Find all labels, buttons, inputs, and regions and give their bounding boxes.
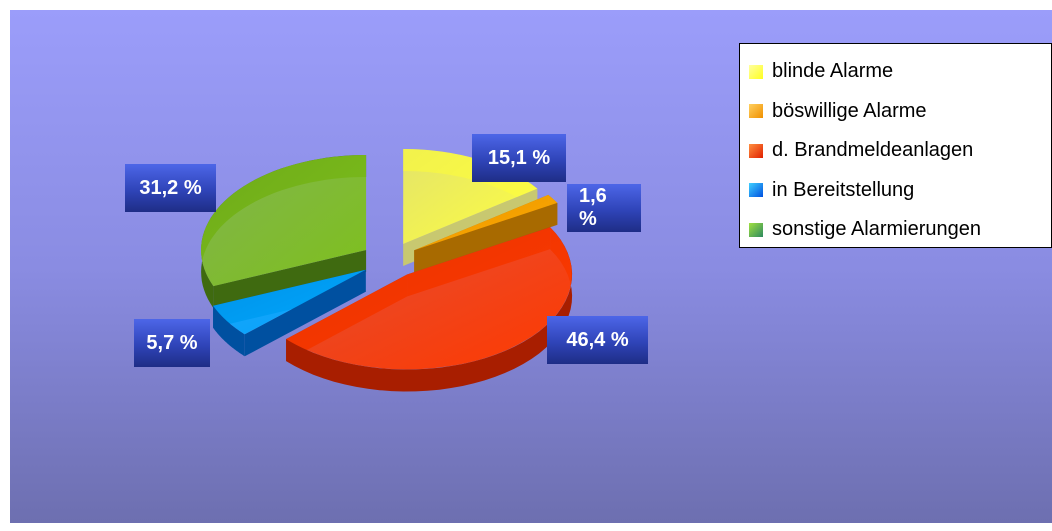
legend-item-sonstige-alarmierungen: sonstige Alarmierungen xyxy=(740,210,1051,250)
legend-swatch-icon xyxy=(749,104,763,119)
legend-swatch-icon xyxy=(749,222,763,237)
data-label-in-bereitstellung: 5,7 % xyxy=(134,319,210,367)
legend: blinde Alarme böswillige Alarme d. Brand… xyxy=(739,43,1052,248)
legend-label: blinde Alarme xyxy=(772,60,894,83)
legend-item-blinde-alarme: blinde Alarme xyxy=(740,52,1051,92)
legend-label: sonstige Alarmierungen xyxy=(772,218,982,241)
pie-slice-3 xyxy=(213,269,366,335)
pie-slice-4 xyxy=(201,155,367,287)
pie-slice-1 xyxy=(414,194,558,251)
chart-area: blinde Alarme böswillige Alarme d. Brand… xyxy=(10,10,1052,523)
data-label-brandmeldeanlagen: 46,4 % xyxy=(547,316,648,364)
legend-swatch-icon xyxy=(749,183,763,198)
data-label-sonstige-alarmierungen: 31,2 % xyxy=(125,164,216,212)
data-label-blinde-alarme: 15,1 % xyxy=(472,134,566,182)
legend-item-brandmeldeanlagen: d. Brandmeldeanlagen xyxy=(740,131,1051,171)
legend-item-in-bereitstellung: in Bereitstellung xyxy=(740,171,1051,211)
legend-label: in Bereitstellung xyxy=(772,178,915,201)
legend-swatch-icon xyxy=(749,143,763,158)
legend-label: böswillige Alarme xyxy=(772,99,927,122)
pie-slice-2 xyxy=(286,227,572,370)
data-label-boeswillige-alarme: 1,6 % xyxy=(567,184,641,232)
legend-item-boeswillige-alarme: böswillige Alarme xyxy=(740,92,1051,132)
legend-swatch-icon xyxy=(749,64,763,79)
legend-label: d. Brandmeldeanlagen xyxy=(772,139,974,162)
